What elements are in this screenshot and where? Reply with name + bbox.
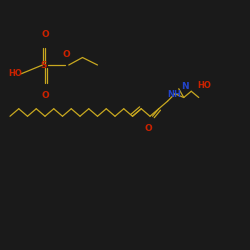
Text: O: O [41, 30, 49, 39]
Text: NH: NH [167, 90, 181, 99]
Text: S: S [40, 60, 47, 70]
Text: HO: HO [197, 81, 211, 90]
Text: O: O [145, 124, 152, 133]
Text: HO: HO [8, 69, 22, 78]
Text: N: N [181, 82, 189, 91]
Text: O: O [41, 91, 49, 100]
Text: O: O [62, 50, 70, 59]
